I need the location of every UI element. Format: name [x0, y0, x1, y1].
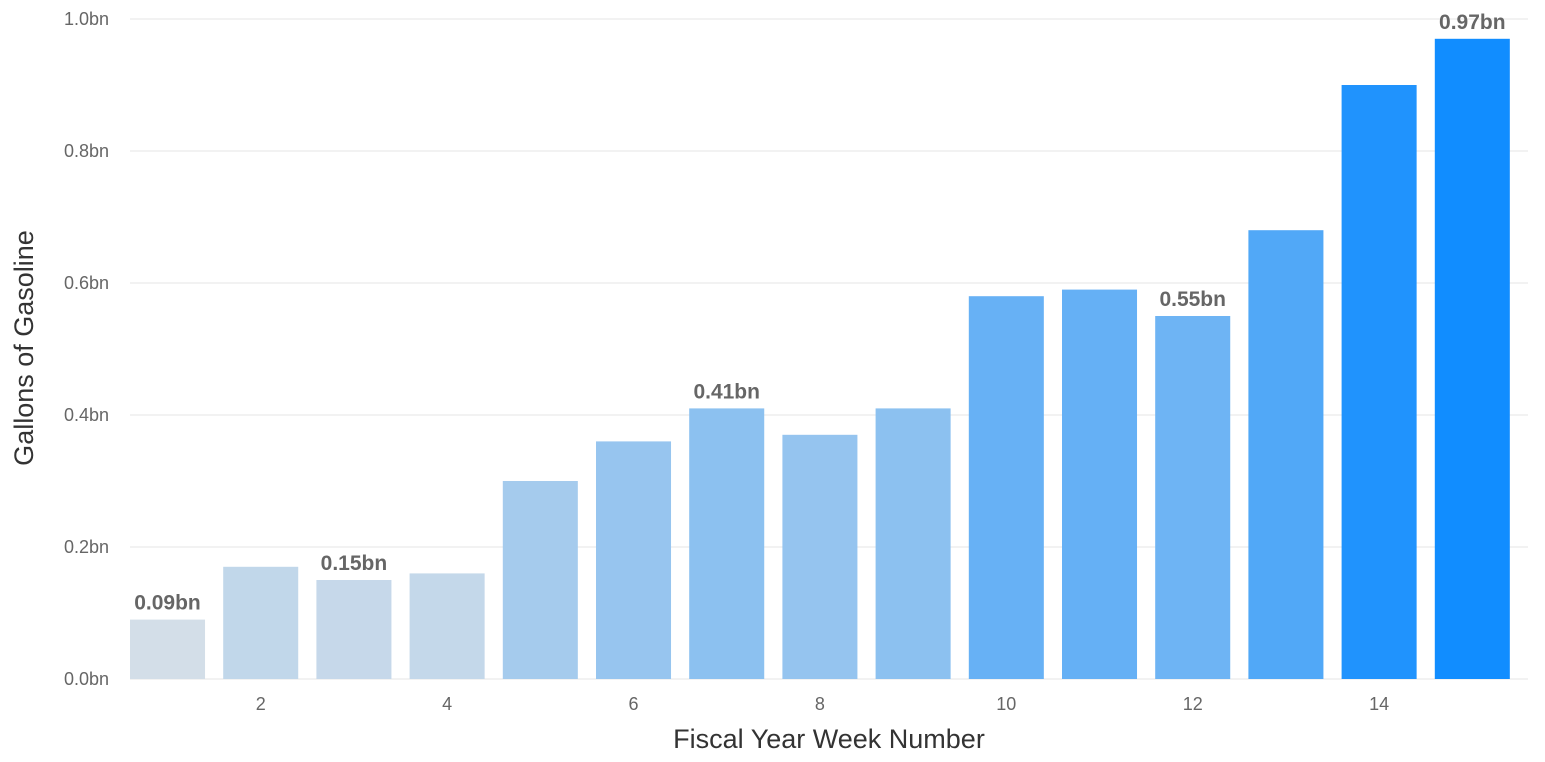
- data-label-week-3: 0.15bn: [321, 552, 388, 575]
- y-axis-title: Gallons of Gasoline: [9, 230, 39, 466]
- bar-week-10[interactable]: [968, 296, 1044, 679]
- x-tick-label: 6: [629, 694, 639, 714]
- bar-week-11[interactable]: [1062, 289, 1138, 679]
- x-tick-label: 4: [442, 694, 452, 714]
- bar-week-8[interactable]: [782, 434, 858, 679]
- x-tick-label: 8: [815, 694, 825, 714]
- x-tick-label: 10: [996, 694, 1016, 714]
- y-tick-label: 0.0bn: [64, 669, 109, 689]
- y-tick-label: 0.2bn: [64, 537, 109, 557]
- y-tick-label: 0.4bn: [64, 405, 109, 425]
- bar-week-15[interactable]: [1434, 38, 1510, 680]
- bar-week-13[interactable]: [1248, 230, 1324, 679]
- bar-week-9[interactable]: [875, 408, 951, 679]
- data-label-week-1: 0.09bn: [134, 592, 201, 615]
- x-axis-title: Fiscal Year Week Number: [673, 724, 985, 754]
- data-label-week-12: 0.55bn: [1159, 288, 1226, 311]
- bar-week-2[interactable]: [223, 566, 299, 679]
- bar-week-5[interactable]: [502, 481, 578, 679]
- bar-week-14[interactable]: [1341, 85, 1417, 679]
- x-tick-label: 14: [1369, 694, 1389, 714]
- y-tick-label: 0.6bn: [64, 273, 109, 293]
- x-tick-label: 12: [1183, 694, 1203, 714]
- bar-week-1[interactable]: [130, 619, 206, 679]
- data-labels: 0.09bn 0.15bn 0.41bn 0.55bn 0.97bn: [134, 11, 1505, 615]
- x-tick-label: 2: [256, 694, 266, 714]
- bar-week-6[interactable]: [596, 441, 672, 679]
- bar-week-7[interactable]: [689, 408, 765, 679]
- data-label-week-7: 0.41bn: [693, 380, 760, 403]
- y-axis-tick-labels: 0.0bn 0.2bn 0.4bn 0.6bn 0.8bn 1.0bn: [64, 9, 109, 689]
- y-tick-label: 0.8bn: [64, 141, 109, 161]
- data-label-week-15: 0.97bn: [1439, 11, 1506, 34]
- bar-week-4[interactable]: [409, 573, 485, 679]
- x-axis-tick-labels: 2 4 6 8 10 12 14: [256, 694, 1389, 714]
- bar-series: [130, 38, 1510, 680]
- bar-week-12[interactable]: [1155, 316, 1231, 679]
- y-tick-label: 1.0bn: [64, 9, 109, 29]
- bar-week-3[interactable]: [316, 580, 392, 679]
